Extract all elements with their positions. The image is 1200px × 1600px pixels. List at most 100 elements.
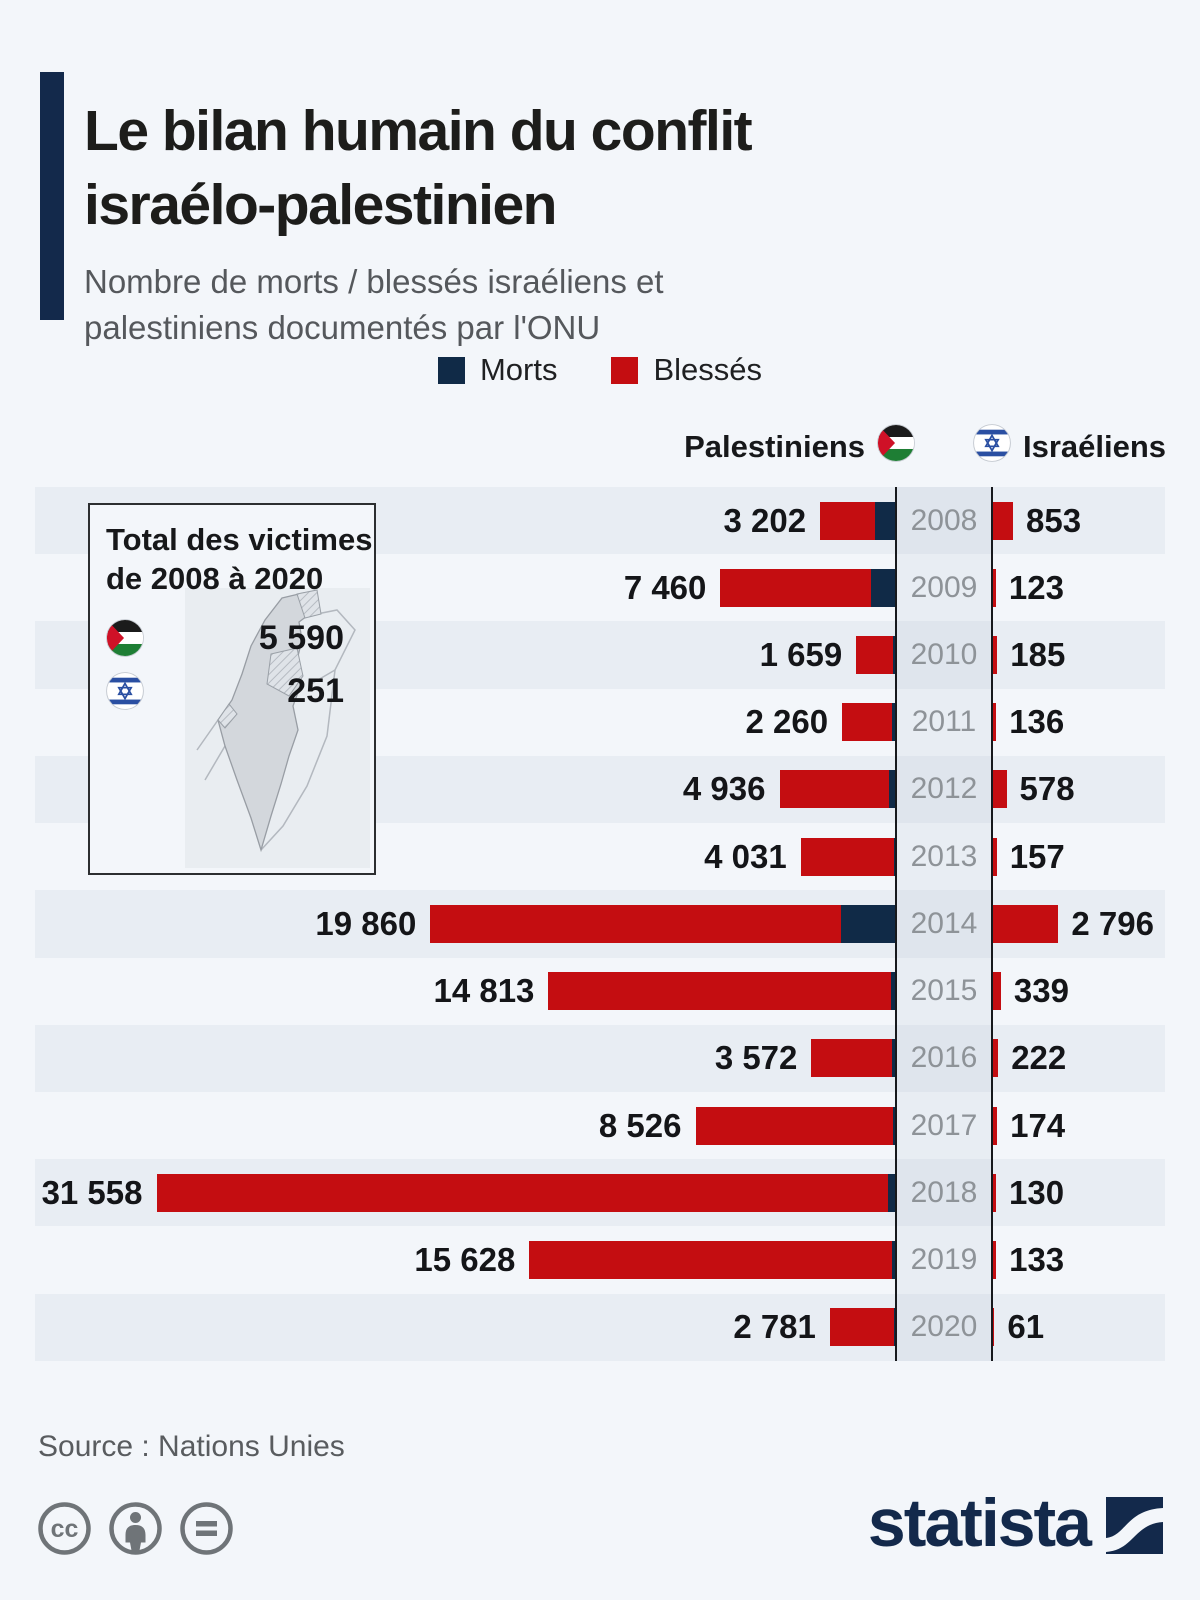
cc-icon: cc <box>38 1502 91 1555</box>
palestinian-bar <box>829 1308 895 1347</box>
palestinian-value-label: 2 260 <box>745 703 829 741</box>
palestinian-value-label: 19 860 <box>315 904 417 942</box>
chart-row-2009: 7 460 2009 123 <box>35 554 1165 621</box>
palestinian-morts-segment <box>874 501 895 540</box>
palestine-flag-icon <box>106 619 144 657</box>
chart-row-2014: 19 860 2014 2 796 <box>35 890 1165 958</box>
chart-row-2018: 31 558 2018 130 <box>35 1159 1165 1227</box>
palestinian-morts-segment <box>892 1039 895 1078</box>
column-headers: Palestiniens Israéliens <box>35 420 1167 470</box>
palestinian-bar <box>720 568 895 607</box>
year-label: 2010 <box>910 638 978 672</box>
palestinian-bar <box>842 703 895 742</box>
morts-swatch <box>437 356 465 384</box>
palestinian-value-label: 15 628 <box>414 1241 516 1279</box>
year-label: 2014 <box>910 906 978 940</box>
chart-row-2019: 15 628 2019 133 <box>35 1226 1165 1293</box>
israeli-bar <box>993 568 996 607</box>
israeli-bar <box>993 972 1001 1011</box>
legend-item-blesses: Blessés <box>611 352 762 388</box>
israeli-total-row: 251 <box>106 672 374 711</box>
year-label: 2016 <box>910 1041 978 1075</box>
svg-text:cc: cc <box>51 1515 79 1543</box>
palestinian-morts-segment <box>891 1241 895 1280</box>
palestinian-value-label: 3 202 <box>723 501 807 539</box>
year-label: 2018 <box>910 1175 978 1209</box>
israeli-bar <box>993 837 997 876</box>
israel-flag-icon <box>973 424 1011 462</box>
palestinian-bar <box>856 636 895 675</box>
palestinian-morts-segment <box>894 837 895 876</box>
chart-row-2011: 2 260 2011 136 <box>35 689 1165 756</box>
legend: Morts Blessés <box>0 352 1200 388</box>
year-label: 2011 <box>911 705 977 739</box>
palestinian-bar <box>800 837 895 876</box>
legend-blesses-label: Blessés <box>653 352 763 387</box>
palestinian-total-row: 5 590 <box>106 619 374 658</box>
israeli-value-label: 130 <box>1009 1173 1065 1211</box>
diverging-bar-chart: 3 202 2008 853 7 460 2009 123 1 659 2010 185 2 26… <box>35 487 1165 1361</box>
year-label: 2012 <box>910 772 978 806</box>
year-label: 2009 <box>910 570 978 604</box>
israeli-value-label: 61 <box>1007 1308 1045 1346</box>
israeli-bar <box>993 1173 996 1212</box>
totals-content: Total des victimes de 2008 à 2020 5 590 <box>90 505 374 711</box>
year-column-tint <box>897 487 991 1361</box>
israeli-value-label: 157 <box>1009 837 1065 875</box>
chart-row-2017: 8 526 2017 174 <box>35 1092 1165 1159</box>
israeli-value-label: 123 <box>1008 568 1064 606</box>
palestinian-bar <box>779 770 895 809</box>
chart-row-2020: 2 781 2020 61 <box>35 1293 1165 1361</box>
palestinian-morts-segment <box>893 1106 895 1145</box>
israeli-total-value: 251 <box>287 671 344 710</box>
palestinian-morts-segment <box>888 1173 895 1212</box>
israeli-value-label: 2 796 <box>1071 904 1154 942</box>
israeli-value-label: 174 <box>1010 1106 1066 1144</box>
israeli-axis-line <box>991 487 993 1361</box>
palestinian-morts-segment <box>890 972 895 1011</box>
palestinian-bar <box>430 904 895 943</box>
year-label: 2015 <box>910 974 978 1008</box>
israel-flag-icon <box>106 672 144 710</box>
palestinian-axis-line <box>895 487 897 1361</box>
palestinian-morts-segment <box>888 770 895 809</box>
palestinians-column-label: Palestiniens <box>684 429 865 464</box>
israeli-value-label: 853 <box>1026 501 1082 539</box>
palestinian-value-label: 4 031 <box>704 837 787 875</box>
chart-row-2015: 14 813 2015 339 <box>35 958 1165 1025</box>
palestinian-morts-segment <box>871 568 895 607</box>
palestinian-bar <box>811 1039 895 1078</box>
page-subtitle: Nombre de morts / blessés israéliens et … <box>84 263 664 347</box>
year-label: 2008 <box>910 503 978 537</box>
chart-row-2016: 3 572 2016 222 <box>35 1024 1165 1092</box>
israeli-bar <box>993 1039 999 1078</box>
palestinian-value-label: 14 813 <box>433 972 535 1010</box>
source-note: Source : Nations Unies <box>38 1430 345 1463</box>
palestinian-morts-segment <box>894 1308 895 1347</box>
palestinian-bar <box>820 501 895 540</box>
palestinian-morts-segment <box>840 904 895 943</box>
israeli-value-label: 222 <box>1011 1039 1067 1077</box>
palestinian-value-label: 2 781 <box>733 1308 816 1346</box>
israeli-bar <box>993 501 1013 540</box>
year-label: 2020 <box>910 1310 978 1344</box>
israelis-column-label: Israéliens <box>1023 429 1167 464</box>
palestinian-morts-segment <box>892 703 895 742</box>
license-icons: cc <box>36 1500 235 1557</box>
equal-icon <box>180 1502 233 1555</box>
palestinian-total-value: 5 590 <box>258 618 344 657</box>
legend-item-morts: Morts <box>437 352 558 388</box>
blesses-swatch <box>611 356 639 384</box>
israeli-bar <box>993 703 997 742</box>
year-label: 2019 <box>910 1243 978 1277</box>
palestinian-bar <box>548 972 895 1011</box>
legend-morts-label: Morts <box>479 352 558 387</box>
year-label: 2013 <box>910 839 978 873</box>
chart-row-2013: 4 031 2013 157 <box>35 823 1165 890</box>
statista-logo: statista <box>868 1489 1163 1557</box>
israeli-bar <box>993 1241 997 1280</box>
palestinian-value-label: 31 558 <box>41 1173 143 1211</box>
israeli-value-label: 578 <box>1019 770 1075 808</box>
title-accent-bar <box>40 72 64 320</box>
